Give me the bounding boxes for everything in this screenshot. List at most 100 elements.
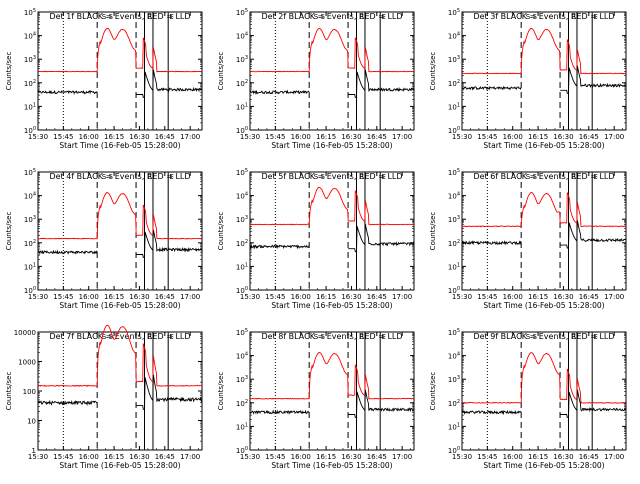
x-tick-label: 17:00 [180,293,200,301]
x-tick-label: 16:45 [579,453,599,461]
y-tick-label: 100 [448,126,460,135]
marker-label: S [102,173,107,181]
panel-9: Det 9f BLACK = Events, RED = LLD Counts/s… [429,328,627,470]
marker-label: E [169,333,173,341]
y-axis-label: Counts/sec [217,212,225,251]
x-tick-label: 16:00 [291,293,311,301]
x-tick-label: 15:30 [28,453,48,461]
marker-label: E [571,13,575,21]
panel-1: Det 1f BLACK = Events, RED = LLD Counts/s… [5,8,203,150]
x-tick-label: 16:45 [155,133,175,141]
marker-label: S [526,13,531,21]
series-lld-line [249,27,415,73]
y-tick-label: 104 [236,352,248,361]
marker-label: S [108,13,113,21]
series-lld-line [37,192,202,240]
y-tick-label: 102 [448,79,460,88]
x-tick-label: 15:30 [28,293,48,301]
panel-frame [461,331,627,451]
x-tick-label: 17:00 [604,133,624,141]
y-tick-label: 100 [24,126,36,135]
marker-label: E [571,333,575,341]
y-tick-label: 1000 [18,359,36,367]
series-lld-line [461,352,626,404]
panel-frame [37,171,203,291]
x-axis-label: Start Time (16-Feb-05 15:28:00) [59,461,180,470]
x-tick-label: 16:30 [341,453,361,461]
marker-label: E [147,13,151,21]
y-tick-label: 105 [448,328,460,337]
y-axis-label: Counts/sec [429,212,437,251]
marker-label: S [314,13,319,21]
y-tick-label: 103 [236,215,248,224]
y-tick-label: 101 [236,262,248,271]
x-tick-label: 16:00 [503,133,523,141]
series-events-line [37,69,203,98]
x-axis-label: Start Time (16-Feb-05 15:28:00) [59,301,180,310]
x-tick-label: 16:45 [155,453,175,461]
y-tick-label: 104 [448,352,460,361]
y-tick-label: 102 [236,399,248,408]
x-tick-label: 15:45 [53,293,73,301]
panel-7: Det 7f BLACK = Events, RED = LLD Counts/s… [5,324,203,470]
x-tick-label: 16:45 [367,293,387,301]
x-tick-label: 15:30 [28,133,48,141]
y-tick-label: 102 [24,79,36,88]
panel-frame [37,331,203,451]
x-tick-label: 15:30 [240,293,260,301]
x-axis-label: Start Time (16-Feb-05 15:28:00) [59,141,180,150]
y-tick-label: 103 [448,215,460,224]
panel-title: Det 7f BLACK = Events, RED = LLD [49,332,190,341]
panel-frame [461,171,627,291]
x-tick-label: 15:30 [240,453,260,461]
x-tick-label: 16:30 [553,293,573,301]
x-tick-label: 15:45 [53,453,73,461]
x-tick-label: 15:45 [53,133,73,141]
y-tick-label: 103 [448,55,460,64]
x-tick-label: 16:30 [553,133,573,141]
y-tick-label: 100 [236,286,248,295]
y-tick-label: 105 [236,8,248,17]
y-tick-label: 100 [236,446,248,455]
marker-label: E [593,333,597,341]
y-tick-label: 105 [24,168,36,177]
panel-frame [37,11,203,131]
x-tick-label: 17:00 [604,293,624,301]
y-tick-label: 101 [448,262,460,271]
series-lld-line [249,186,414,226]
x-tick-label: 16:45 [155,293,175,301]
x-tick-label: 16:00 [79,133,99,141]
x-tick-label: 16:30 [341,133,361,141]
marker-label: S [102,13,107,21]
y-tick-label: 102 [448,239,460,248]
marker-label: S [314,333,319,341]
marker-label: E [593,13,597,21]
series-events-line [249,69,415,98]
panel-title: Det 1f BLACK = Events, RED = LLD [49,12,190,21]
y-tick-label: 100 [448,286,460,295]
y-tick-label: 103 [236,375,248,384]
y-tick-label: 104 [236,192,248,201]
marker-label: S [532,173,537,181]
y-tick-label: 101 [448,102,460,111]
marker-label: S [320,13,325,21]
panel-2: Det 2f BLACK = Events, RED = LLD Counts/s… [217,8,415,150]
y-tick-label: 100 [24,286,36,295]
x-tick-label: 15:45 [477,453,497,461]
y-tick-label: 101 [24,262,36,271]
x-tick-label: 16:15 [104,453,124,461]
x-axis-label: Start Time (16-Feb-05 15:28:00) [271,461,392,470]
y-axis-label: Counts/sec [217,372,225,411]
series-events-line [461,389,627,418]
x-axis-label: Start Time (16-Feb-05 15:28:00) [483,301,604,310]
series-lld-line [461,191,627,228]
x-tick-label: 16:00 [79,453,99,461]
x-tick-label: 16:15 [104,293,124,301]
x-tick-label: 16:00 [79,293,99,301]
x-tick-label: 16:00 [291,453,311,461]
y-tick-label: 105 [448,168,460,177]
y-tick-label: 101 [236,422,248,431]
y-tick-label: 104 [24,192,36,201]
panel-title: Det 3f BLACK = Events, RED = LLD [473,12,614,21]
